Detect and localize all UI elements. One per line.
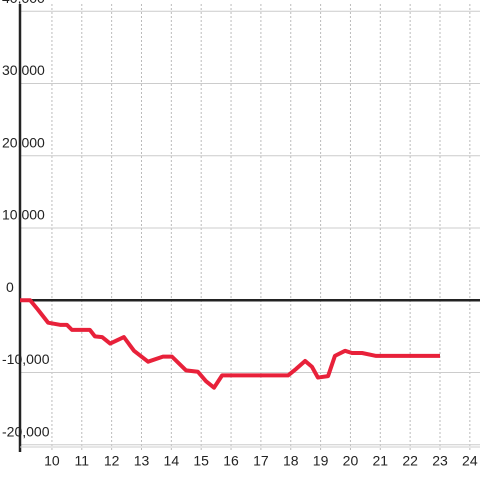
x-tick-label: 10 xyxy=(44,453,60,469)
x-tick-label: 16 xyxy=(223,453,239,469)
x-tick-label: 19 xyxy=(313,453,329,469)
y-tick-label: 0 xyxy=(6,279,14,295)
x-tick-label: 23 xyxy=(432,453,448,469)
x-tick-label: 20 xyxy=(343,453,359,469)
y-tick-label: 10,000 xyxy=(2,207,45,223)
x-tick-label: 24 xyxy=(462,453,478,469)
y-tick-label: 40,000 xyxy=(2,0,45,6)
y-tick-label: 20,000 xyxy=(2,134,45,150)
x-tick-label: 21 xyxy=(373,453,389,469)
y-tick-label: 30,000 xyxy=(2,62,45,78)
y-tick-label: -10,000 xyxy=(2,351,50,367)
x-tick-label: 22 xyxy=(402,453,418,469)
x-tick-label: 17 xyxy=(253,453,269,469)
x-tick-label: 12 xyxy=(104,453,120,469)
data-line xyxy=(20,298,440,390)
x-tick-label: 18 xyxy=(283,453,299,469)
x-tick-label: 11 xyxy=(75,453,90,469)
x-tick-label: 13 xyxy=(134,453,150,469)
y-tick-label: -20,000 xyxy=(2,423,50,439)
x-tick-label: 15 xyxy=(193,453,209,469)
x-tick-label: 14 xyxy=(164,453,180,469)
